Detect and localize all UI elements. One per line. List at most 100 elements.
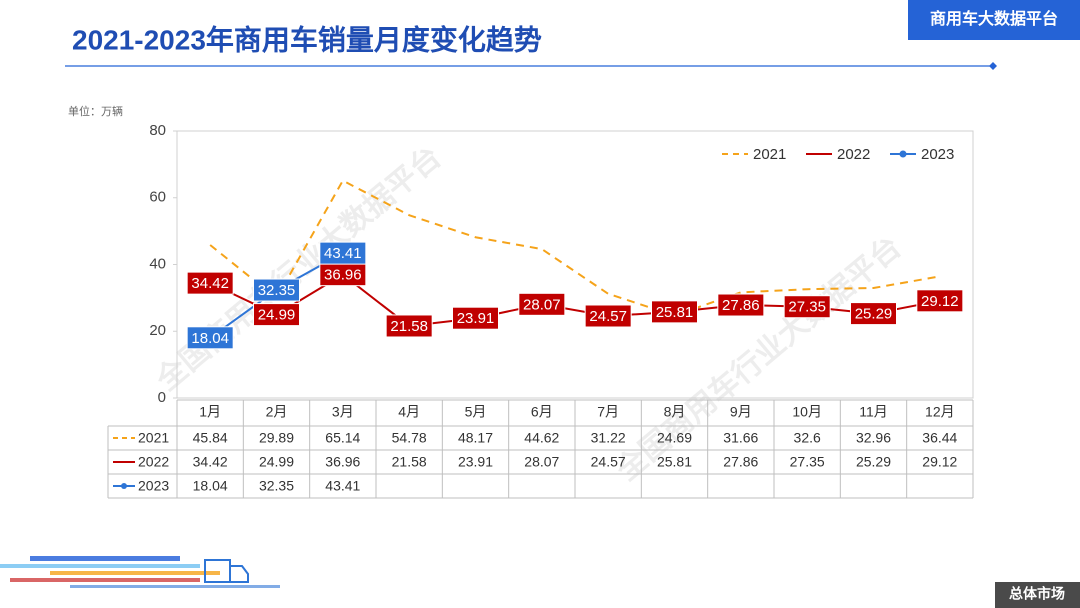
table-cell: 36.44 (922, 430, 957, 446)
section-label: 总体市场 (1009, 586, 1065, 602)
data-label: 21.58 (390, 318, 428, 335)
legend-item: 2021 (722, 146, 786, 163)
table-marker (121, 483, 127, 489)
label-box (651, 300, 698, 324)
unit-label: 单位：万辆 (68, 104, 123, 118)
label-box (717, 293, 765, 317)
table-cell: 24.69 (657, 430, 692, 446)
x-tick-label: 3月 (332, 404, 354, 420)
table-cell: 45.84 (193, 430, 228, 446)
table-cell: 29.89 (259, 430, 294, 446)
y-tick-label: 0 (158, 389, 166, 406)
table-cell: 31.22 (591, 430, 626, 446)
label-box (783, 295, 831, 319)
stripe (30, 556, 180, 561)
table-cell: 65.14 (325, 430, 360, 446)
data-label: 25.29 (855, 306, 893, 323)
table-cell: 18.04 (193, 478, 228, 494)
stripe (0, 564, 200, 568)
series-line (209, 179, 941, 317)
stripe (50, 571, 220, 575)
table-cell: 31.66 (723, 430, 758, 446)
table-cell: 27.35 (790, 454, 825, 470)
section-box (995, 582, 1080, 608)
table-cell: 48.17 (458, 430, 493, 446)
truck-icon (204, 559, 249, 583)
legend-item: 2023 (890, 146, 954, 163)
legend-label: 2021 (753, 146, 786, 163)
label-box (850, 302, 897, 326)
rule-diamond (989, 62, 997, 70)
legend-marker (899, 150, 907, 158)
x-tick-label: 10月 (792, 404, 822, 420)
data-label: 23.91 (457, 310, 495, 327)
legend-label: 2022 (837, 146, 870, 163)
label-box (186, 326, 234, 350)
label-box (186, 271, 234, 295)
table-row-label: 2023 (138, 478, 169, 494)
table-cell: 25.81 (657, 454, 692, 470)
platform-box (908, 0, 1080, 40)
x-tick-label: 5月 (465, 404, 487, 420)
x-tick-label: 12月 (925, 404, 955, 420)
x-tick-label: 9月 (730, 404, 752, 420)
x-tick-label: 11月 (859, 404, 888, 420)
table-cell: 44.62 (524, 430, 559, 446)
label-box (452, 306, 499, 330)
table-row-label: 2022 (138, 454, 169, 470)
table-cell: 24.99 (259, 454, 294, 470)
data-label: 25.81 (656, 304, 694, 321)
x-tick-label: 6月 (531, 404, 553, 420)
data-label: 24.57 (589, 308, 627, 325)
label-box (584, 304, 632, 328)
table-cell: 28.07 (524, 454, 559, 470)
data-label: 34.42 (191, 275, 229, 292)
x-tick-label: 2月 (266, 404, 288, 420)
platform-label: 商用车大数据平台 (930, 9, 1058, 28)
data-label: 24.99 (258, 307, 296, 324)
table-cell: 23.91 (458, 454, 493, 470)
data-label: 29.12 (921, 293, 959, 310)
table-row-label: 2021 (138, 430, 169, 446)
table-cell: 54.78 (392, 430, 427, 446)
data-label: 27.86 (722, 297, 760, 314)
table-cell: 43.41 (325, 478, 360, 494)
label-box (385, 314, 433, 338)
table-cell: 21.58 (392, 454, 427, 470)
label-box (518, 292, 566, 316)
data-label: 36.96 (324, 267, 362, 284)
y-tick-label: 20 (149, 322, 166, 339)
y-tick-label: 60 (149, 189, 166, 206)
data-label: 32.35 (258, 282, 296, 299)
x-tick-label: 1月 (199, 404, 221, 420)
table-cell: 32.96 (856, 430, 891, 446)
page-title: 2021-2023年商用车销量月度变化趋势 (72, 23, 542, 55)
data-label: 43.41 (324, 245, 362, 262)
y-tick-label: 80 (149, 122, 166, 139)
stripe (70, 585, 280, 588)
y-tick-label: 40 (149, 255, 166, 272)
x-tick-label: 4月 (398, 404, 420, 420)
table-cell: 27.86 (723, 454, 758, 470)
data-label: 28.07 (523, 296, 561, 313)
x-tick-label: 8月 (664, 404, 686, 420)
table-cell: 32.6 (794, 430, 821, 446)
table-cell: 36.96 (325, 454, 360, 470)
legend-item: 2022 (806, 146, 870, 163)
stripe (10, 578, 200, 582)
data-label: 27.35 (788, 299, 826, 316)
table-cell: 34.42 (193, 454, 228, 470)
table-cell: 29.12 (922, 454, 957, 470)
data-label: 18.04 (191, 330, 229, 347)
label-box (253, 303, 300, 327)
table-cell: 25.29 (856, 454, 891, 470)
legend-label: 2023 (921, 146, 954, 163)
table-cell: 32.35 (259, 478, 294, 494)
x-tick-label: 7月 (597, 404, 619, 420)
table-cell: 24.57 (591, 454, 626, 470)
decoration (0, 556, 280, 588)
label-box (916, 289, 964, 313)
label-box (319, 241, 367, 265)
label-box (253, 278, 300, 302)
